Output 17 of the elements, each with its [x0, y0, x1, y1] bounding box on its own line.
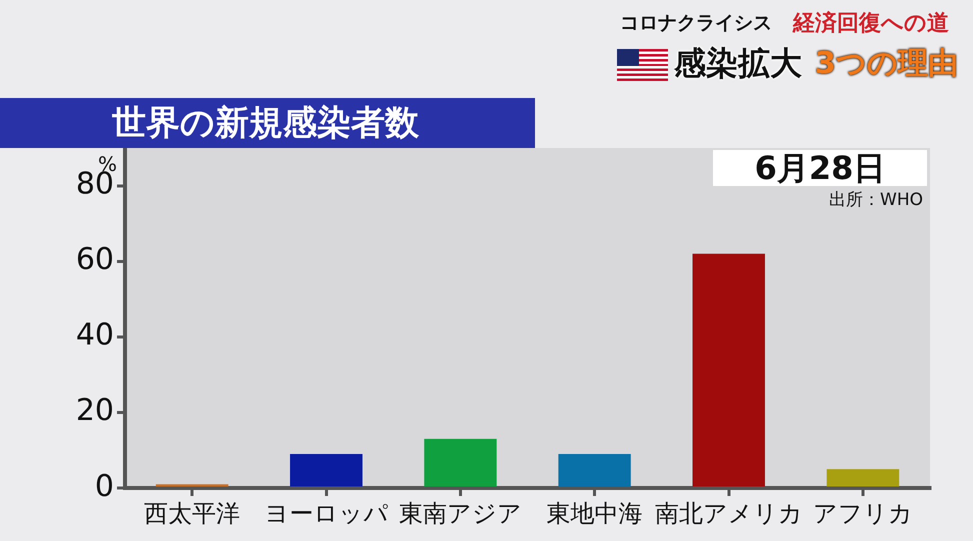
y-tick-label: 0	[94, 468, 114, 504]
text: 経済回復への道	[793, 11, 949, 36]
x-tick-label: 南北アメリカ	[654, 500, 803, 528]
text: コロナクライシス	[620, 12, 772, 34]
x-tick-label: 西太平洋	[144, 500, 240, 528]
y-tick-label: 40	[76, 318, 114, 353]
y-tick-label: 20	[76, 393, 114, 428]
annotation: 出所：WHO	[829, 190, 923, 210]
text: 感染拡大	[674, 44, 802, 82]
x-tick-label: 東地中海	[546, 500, 643, 528]
chart-title: 世界の新規感染者数	[112, 103, 419, 143]
y-tick-label: 60	[76, 242, 114, 278]
x-tick-label: 東南アジア	[398, 500, 522, 528]
annotation: 6月28日	[713, 149, 927, 187]
x-tick-label: アフリカ	[812, 500, 913, 528]
text: 3つの理由	[815, 46, 958, 81]
x-tick-label: ヨーロッパ	[264, 500, 388, 528]
